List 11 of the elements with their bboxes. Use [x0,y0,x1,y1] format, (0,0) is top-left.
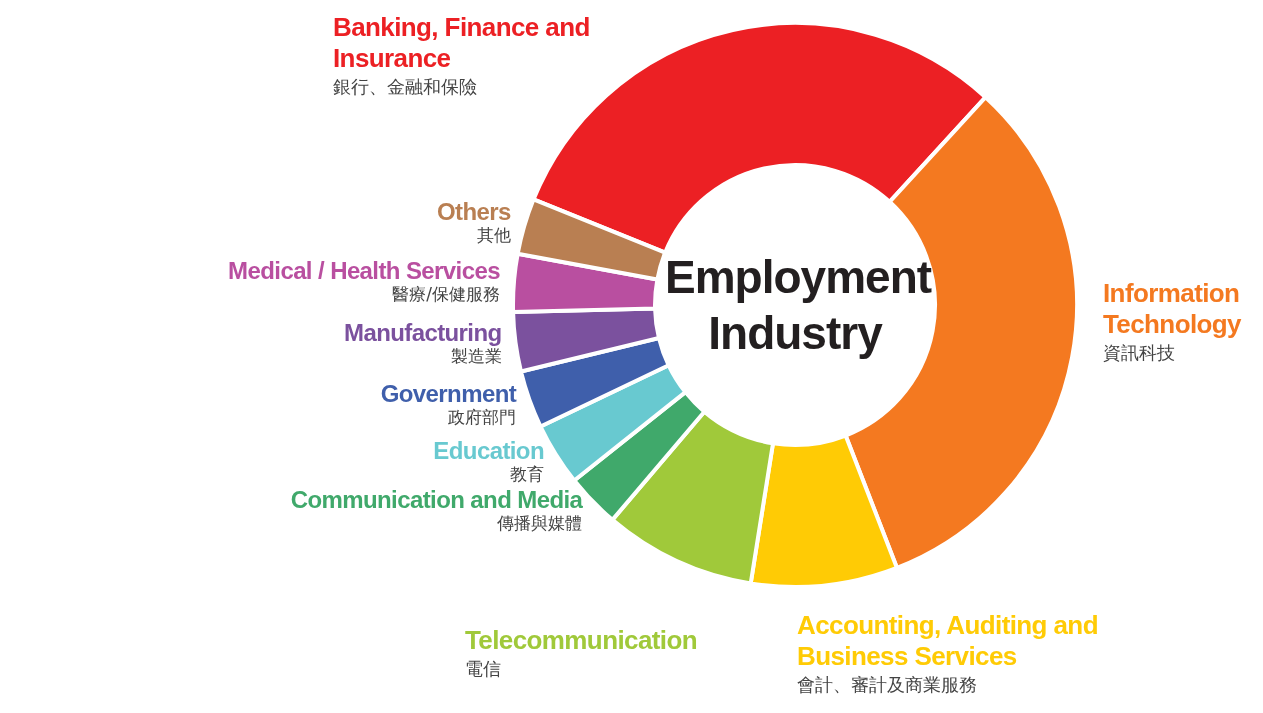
slice-label: Government 政府部門 [379,379,517,428]
slice-label: Education 教育 [432,437,544,486]
slice-label: Others 其他 [436,197,511,246]
slice-label: Accounting, Auditing and Business Services 會計、審計及商業服務 [797,610,1099,697]
slice-label: Information Technology 資訊科技 [1103,278,1242,365]
slice-label: Telecommunication 電信 [465,625,699,681]
slice-label: Communication and Media 傳播與媒體 [289,486,583,535]
slice-label: Medical / Health Services 醫療/保健服務 [227,257,500,306]
slice-label: Manufacturing 製造業 [343,319,502,368]
text: Employment Industry [665,250,932,361]
slice-label: Banking, Finance and Insurance 銀行、金融和保險 [333,12,591,99]
